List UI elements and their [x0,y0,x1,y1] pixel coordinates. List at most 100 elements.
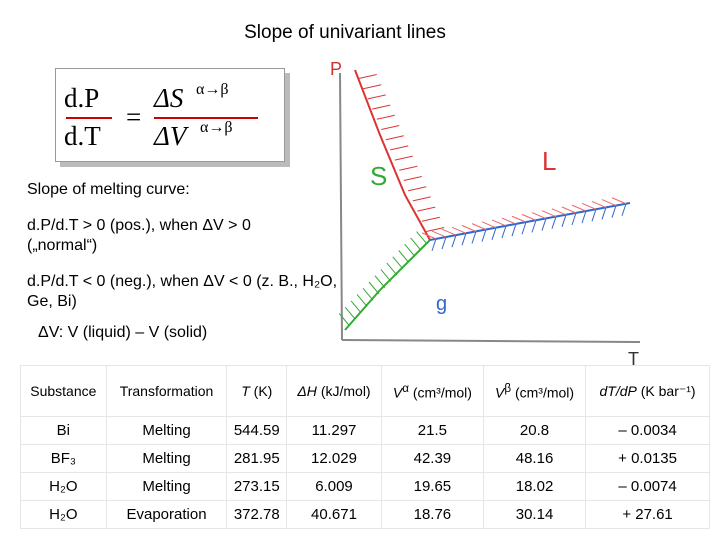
header-var: V [392,384,403,401]
table-cell: 42.39 [380,444,484,473]
hatch [431,238,437,252]
table-cell: 18.02 [482,472,587,501]
hatch [350,300,362,314]
header-cell: T (K) [226,365,288,417]
hatch [376,114,395,120]
header-var: dT/dP [599,382,637,399]
data-table: Substance Transformation T (K) ΔH (kJ/mol) V… [20,365,710,529]
hatch [591,209,597,222]
table-cell: – 0.0034 [585,416,710,445]
hatch [611,205,617,218]
hatch [571,212,577,226]
hatch [541,210,557,218]
hatch [412,196,431,202]
hatch [408,186,427,192]
table-cell: + 27.61 [585,500,710,529]
phase-label: g [436,293,447,315]
hatch [511,223,517,237]
formula-box: d.P d.T = ΔS α→β ΔV α→β [55,68,285,162]
p-axis [339,72,343,341]
sublimation-curve [344,239,431,331]
hatch [471,223,487,231]
table-cell: 11.297 [286,416,382,445]
hatch [451,226,467,234]
table-cell: Melting [105,416,228,445]
hatch [581,202,597,210]
note: Slope of melting curve: [27,181,190,198]
hatch [471,231,477,244]
header-text: Substance [30,383,97,399]
hatching [338,74,627,326]
table-cell: Melting [105,444,228,473]
hatch [491,219,507,227]
table-cell: 544.59 [226,416,288,445]
hatch [541,218,547,231]
header-text: Transformation [119,383,214,399]
phase-diagram: P T S L g [330,59,641,369]
table-cell: H₂O [20,500,107,529]
hatch [491,227,497,240]
table-cell: 372.78 [226,500,288,529]
hatch [501,225,507,239]
table-cell: + 0.0135 [585,444,710,473]
hatch [358,74,377,79]
table-cell: 12.029 [286,444,382,473]
table-row: BF₃ Melting 281.95 12.029 42.39 48.16 + 0.0135 [20,444,710,473]
table-cell: 273.15 [226,472,288,501]
header-row: Substance Transformation T (K) ΔH (kJ/mol) V… [20,365,710,417]
hatch [561,214,567,227]
formula-transition: α→β [196,81,229,98]
hatch [399,165,418,171]
table-cell: 20.8 [482,416,587,445]
hatch [416,231,427,244]
formula-lhs-den: d.T [64,121,101,151]
evaporation-curve [429,202,631,241]
hatch [363,84,382,90]
header-text: (K bar⁻¹) [640,382,696,399]
table-cell: Bi [20,416,107,445]
hatch [338,313,350,326]
table-cell: 48.16 [482,444,587,473]
table-row: Bi Melting 544.59 11.297 21.5 20.8– 0.0034 [20,416,710,445]
hatch [461,225,477,232]
hatch [374,275,386,289]
hatch [611,197,627,205]
hatch [356,294,368,307]
hatch [367,94,386,100]
fraction-bar [154,117,258,119]
table-cell: 40.671 [286,500,382,529]
formula-transition: α→β [200,119,233,136]
fraction-bar [66,117,112,119]
hatch [426,227,445,232]
hatch [521,213,537,221]
t-axis [341,339,641,343]
hatch [385,135,404,141]
hatch [398,250,410,263]
table-cell: Evaporation [105,500,228,529]
table-row: H₂O Evaporation 372.78 40.671 18.76 30.14 + 27… [20,500,710,529]
phase-label: S [370,161,387,191]
table-row: H₂O Melting 273.15 6.009 19.65 18.02– 0.0074 [20,472,710,501]
hatch [410,237,422,251]
header-sup: β [504,381,512,395]
formula-rhs-num: ΔS [154,83,184,113]
hatch [372,104,391,110]
hatch [531,220,537,233]
note: ΔV: V (liquid) – V (solid) [38,324,208,341]
hatch [421,216,440,222]
table-cell: 19.65 [380,472,484,501]
hatch [368,281,380,295]
axis-label: P [330,59,342,79]
table-cell: 6.009 [286,472,382,501]
hatch [386,262,398,276]
hatch [581,210,587,224]
formula-rhs-den: ΔV [154,121,187,151]
hatch [551,208,567,216]
hatch [431,230,447,238]
header-cell: dT/dP (K bar⁻¹) [585,365,710,417]
hatch [451,235,457,248]
hatch [481,229,487,242]
table-cell: 21.5 [380,416,484,445]
header-var: V [495,384,505,401]
hatch [551,216,557,229]
